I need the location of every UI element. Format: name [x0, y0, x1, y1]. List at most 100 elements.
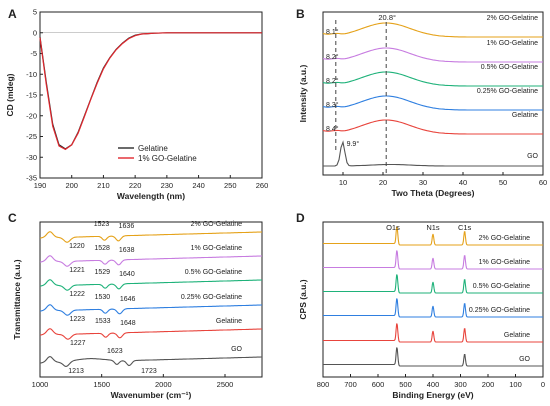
y-tick-label: 0 — [33, 28, 37, 37]
series-label-0-25-go-gelatine: 0.25% GO-Gelatine — [477, 88, 538, 95]
series-line-1-go-gelatine — [322, 47, 543, 63]
series-label-go: GO — [527, 153, 538, 160]
panel-a: A 190 200 210 220 230 240 250 260 5 0 -5 -10 -15 -20 -2… — [5, 7, 268, 201]
legend-label-gelatine: Gelatine — [138, 144, 168, 153]
x-tick-label: 190 — [34, 181, 47, 190]
x-tick-label: 260 — [256, 181, 269, 190]
y-axis-label: CPS (a.u.) — [298, 279, 308, 319]
series-line-2-go-gelatine — [322, 22, 543, 38]
peak-label-small-angle: 8.2° — [326, 53, 339, 61]
series-label-1-go-gelatine: 1% GO-Gelatine — [479, 259, 530, 266]
panel-letter: C — [8, 211, 17, 225]
x-tick-label: 400 — [427, 380, 440, 389]
x-tick-label: 240 — [192, 181, 205, 190]
plot-frame — [39, 221, 263, 378]
series-label-gelatine: Gelatine — [512, 112, 538, 119]
x-tick-label: 200 — [482, 380, 495, 389]
x-axis-label: Binding Energy (eV) — [392, 390, 473, 400]
plot-frame — [322, 11, 544, 176]
peak-label-n1s: N1s — [426, 223, 440, 232]
band-label: 1636 — [119, 223, 135, 230]
y-tick-label: -5 — [30, 49, 37, 58]
band-label: 1220 — [69, 243, 85, 250]
band-label: 1640 — [119, 271, 135, 278]
x-tick-label: 2500 — [217, 380, 234, 389]
peak-label-o1s: O1s — [386, 223, 400, 232]
series-label-gelatine: Gelatine — [216, 318, 242, 325]
band-label: 1523 — [94, 221, 110, 228]
y-tick-label: -35 — [26, 174, 37, 183]
x-axis-label: Wavenumber (cm⁻¹) — [111, 390, 192, 400]
series-line-0-25-go-gelatine — [323, 298, 543, 318]
series-line-gelatine — [323, 323, 543, 343]
band-label: 1646 — [120, 296, 136, 303]
x-tick-label: 500 — [399, 380, 412, 389]
x-tick-label: 300 — [454, 380, 467, 389]
x-axis-label: Two Theta (Degrees) — [392, 188, 475, 198]
peak-label-c1s: C1s — [458, 223, 472, 232]
x-tick-label: 30 — [419, 178, 427, 187]
panel-d: D 800 700 600 500 400 300 200 100 0 Binding Energy… — [296, 211, 545, 400]
series-line-1-go-gelatine — [39, 255, 262, 267]
x-tick-label: 2000 — [155, 380, 172, 389]
series-line-0-25-go-gelatine — [322, 95, 543, 111]
y-axis-label: Transmittance (a.u.) — [12, 259, 22, 339]
series-line-1-go-gelatine — [323, 250, 543, 270]
series-label-2-go-gelatine: 2% GO-Gelatine — [191, 221, 242, 228]
x-tick-label: 700 — [344, 380, 357, 389]
series-line-go — [39, 356, 262, 367]
y-tick-label: -20 — [26, 111, 37, 120]
peak-label-small-angle: 8.2° — [326, 77, 339, 85]
x-tick-label: 1000 — [32, 380, 49, 389]
legend-label-1-go-gelatine: 1% GO-Gelatine — [138, 154, 197, 163]
x-tick-label: 100 — [509, 380, 522, 389]
series-line-go — [323, 140, 543, 167]
series-line-2-go-gelatine — [39, 231, 262, 243]
y-tick-label: -10 — [26, 70, 37, 79]
series-label-go: GO — [519, 356, 530, 363]
x-tick-label: 1500 — [93, 380, 110, 389]
series-label-0-5-go-gelatine: 0.5% GO-Gelatine — [473, 283, 530, 290]
series-label-0-5-go-gelatine: 0.5% GO-Gelatine — [481, 64, 538, 71]
series-line-gelatine — [322, 119, 543, 135]
panel-letter: D — [296, 211, 305, 225]
panel-b: B 10 20 30 40 50 60 Two Theta (Degrees) Intensit… — [296, 7, 547, 198]
x-tick-label: 250 — [224, 181, 237, 190]
y-tick-label: -30 — [26, 153, 37, 162]
band-label: 1221 — [69, 267, 85, 274]
series-line-0-5-go-gelatine — [323, 274, 543, 294]
series-label-2-go-gelatine: 2% GO-Gelatine — [479, 235, 530, 242]
series-line-1-go-gelatine — [39, 32, 262, 151]
series-line-0-5-go-gelatine — [39, 279, 262, 291]
series-line-gelatine — [39, 328, 262, 340]
band-label: 1648 — [120, 320, 136, 327]
series-label-2-go-gelatine: 2% GO-Gelatine — [487, 15, 538, 22]
band-label: 1227 — [70, 340, 86, 347]
series-label-0-25-go-gelatine: 0.25% GO-Gelatine — [469, 307, 530, 314]
peak-label-small-angle: 8.4° — [326, 125, 339, 133]
x-tick-label: 20 — [379, 178, 387, 187]
band-label: 1529 — [94, 269, 110, 276]
x-tick-label: 50 — [499, 178, 507, 187]
band-label: 1530 — [95, 294, 111, 301]
y-tick-label: 5 — [33, 8, 37, 17]
series-label-0-25-go-gelatine: 0.25% GO-Gelatine — [181, 294, 242, 301]
x-tick-label: 40 — [459, 178, 467, 187]
x-tick-label: 230 — [161, 181, 174, 190]
series-line-0-25-go-gelatine — [39, 304, 262, 316]
x-tick-label: 200 — [65, 181, 78, 190]
band-label: 1528 — [94, 245, 110, 252]
x-tick-label: 800 — [317, 380, 330, 389]
series-label-gelatine: Gelatine — [504, 332, 530, 339]
panel-letter: A — [8, 7, 17, 21]
band-label: 1533 — [95, 318, 111, 325]
y-tick-label: -15 — [26, 91, 37, 100]
series-label-0-5-go-gelatine: 0.5% GO-Gelatine — [185, 269, 242, 276]
series-label-1-go-gelatine: 1% GO-Gelatine — [191, 245, 242, 252]
band-label: 1222 — [69, 291, 85, 298]
band-label: 1213 — [68, 368, 84, 375]
band-label: 1223 — [70, 316, 86, 323]
y-axis-label: Intensity (a.u.) — [298, 65, 308, 123]
series-label-go: GO — [231, 346, 242, 353]
